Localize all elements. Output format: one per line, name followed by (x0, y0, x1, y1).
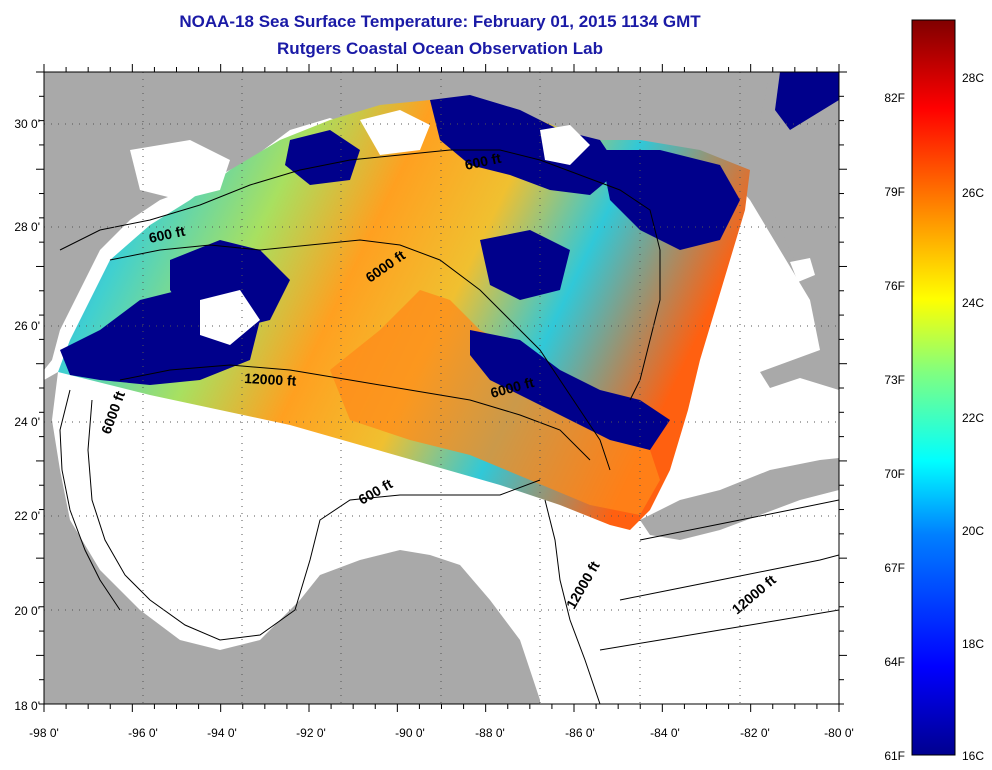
latitude-axis: 18 0' 20 0' 22 0' 24 0' 26 0' 28 0' 30 0… (14, 117, 40, 713)
lon-tick-label: -80 0' (824, 726, 854, 740)
contour-label-600-ne: 600 ft (463, 150, 502, 173)
lon-tick-label: -92 0' (296, 726, 326, 740)
no-data-patches (130, 110, 815, 345)
chart-title: NOAA-18 Sea Surface Temperature: Februar… (179, 12, 701, 31)
bathymetry-contours (59, 149, 839, 704)
lon-tick-label: -88 0' (475, 726, 505, 740)
contour-label-600-nw: 600 ft (147, 223, 186, 246)
colorbar-c-label: 24C (962, 296, 984, 310)
lat-tick-label: 22 0' (14, 509, 40, 523)
lat-tick-label: 28 0' (14, 220, 40, 234)
colorbar-celsius-labels: 28C 26C 24C 22C 20C 18C 16C (962, 71, 984, 763)
contour-yucatan (544, 499, 601, 704)
axis-ticks (36, 64, 847, 712)
lon-tick-label: -86 0' (565, 726, 595, 740)
mexico-landmass (44, 372, 540, 704)
longitude-axis: -98 0' -96 0' -94 0' -92 0' -90 0' -88 0… (29, 726, 854, 740)
lat-tick-label: 30 0' (14, 117, 40, 131)
colorbar-f-label: 61F (884, 749, 905, 763)
colorbar-c-label: 18C (962, 637, 984, 651)
chart-subtitle: Rutgers Coastal Ocean Observation Lab (277, 39, 603, 58)
lat-tick-label: 18 0' (14, 699, 40, 713)
lon-tick-label: -96 0' (128, 726, 158, 740)
colorbar-f-label: 70F (884, 467, 905, 481)
contour-caribbean-2 (619, 554, 839, 601)
colorbar-c-label: 16C (962, 749, 984, 763)
colorbar-f-label: 76F (884, 279, 905, 293)
contour-caribbean-3 (599, 609, 839, 651)
colorbar-fahrenheit-labels: 82F 79F 76F 73F 70F 67F 64F 61F (884, 91, 905, 763)
florida-landmass (760, 72, 839, 330)
colorbar-f-label: 73F (884, 373, 905, 387)
colorbar (911, 19, 956, 756)
graticule (44, 72, 839, 704)
lon-tick-label: -94 0' (207, 726, 237, 740)
colorbar-c-label: 26C (962, 186, 984, 200)
contour-label-12000-west: 12000 ft (244, 370, 297, 389)
lat-tick-label: 24 0' (14, 415, 40, 429)
colorbar-c-label: 22C (962, 411, 984, 425)
colorbar-c-label: 28C (962, 71, 984, 85)
contour-600ft-west (87, 399, 541, 641)
contour-6000ft-west (59, 389, 121, 611)
contour-6000ft-north (109, 239, 611, 471)
lon-tick-label: -84 0' (650, 726, 680, 740)
lat-tick-label: 20 0' (14, 604, 40, 618)
lon-tick-label: -82 0' (740, 726, 770, 740)
lon-tick-label: -90 0' (395, 726, 425, 740)
lat-tick-label: 26 0' (14, 319, 40, 333)
colorbar-c-label: 20C (962, 524, 984, 538)
warm-core (330, 290, 660, 515)
colorbar-f-label: 82F (884, 91, 905, 105)
colorbar-f-label: 64F (884, 655, 905, 669)
lon-tick-label: -98 0' (29, 726, 59, 740)
contour-600ft-north (59, 149, 661, 401)
colorbar-f-label: 67F (884, 561, 905, 575)
colorbar-f-label: 79F (884, 185, 905, 199)
